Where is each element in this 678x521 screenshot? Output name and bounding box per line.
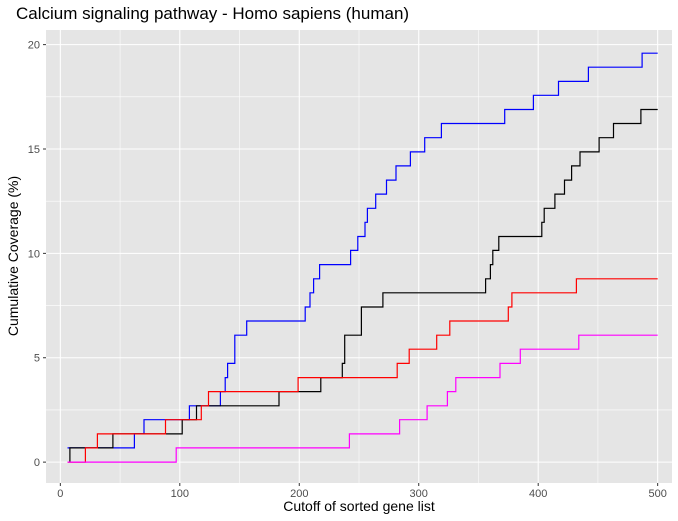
x-tick-label: 400 [529, 488, 547, 500]
series-line-4 [67, 334, 658, 463]
chart-title: Calcium signaling pathway - Homo sapiens… [16, 4, 410, 23]
major-gridlines [46, 30, 672, 483]
series-layer [67, 52, 658, 463]
y-tick-label: 15 [28, 144, 40, 156]
x-tick-label: 300 [410, 488, 428, 500]
minor-gridlines [46, 30, 672, 483]
y-tick-label: 10 [28, 248, 40, 260]
y-axis-title: Cumulative Coverage (%) [5, 176, 21, 336]
y-tick-label: 20 [28, 40, 40, 52]
x-axis-ticks: 0 100 200 300 400 500 [57, 483, 667, 500]
x-tick-label: 500 [648, 488, 666, 500]
series-line-3 [67, 278, 658, 463]
y-axis-ticks: 0 5 10 15 20 [28, 40, 46, 469]
y-tick-label: 0 [34, 457, 40, 469]
x-tick-label: 100 [171, 488, 189, 500]
x-tick-label: 0 [57, 488, 63, 500]
series-line-1 [67, 52, 658, 449]
y-tick-label: 5 [34, 353, 40, 365]
x-axis-title: Cutoff of sorted gene list [283, 498, 435, 514]
x-tick-label: 200 [290, 488, 308, 500]
series-line-2 [69, 108, 658, 463]
